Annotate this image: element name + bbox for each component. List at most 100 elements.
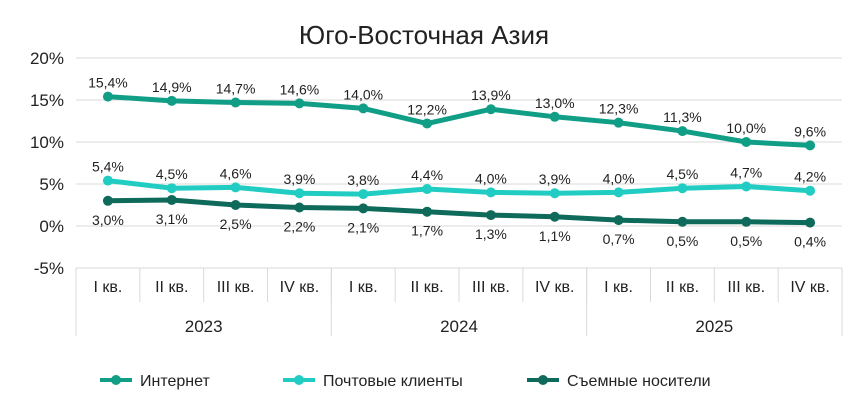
data-label: 3,9% [539,171,571,187]
data-point [677,216,688,227]
data-point [549,211,560,222]
data-point [166,95,177,106]
legend-item: Почтовые клиенты [283,373,463,390]
data-label: 2,1% [347,219,379,235]
data-point [613,215,624,226]
chart-title: Юго-Восточная Азия [299,20,549,50]
data-point [805,185,816,196]
data-label: 4,0% [603,170,635,186]
x-tick-label: II кв. [410,279,443,296]
data-label: 15,4% [88,75,128,91]
year-label: 2025 [695,317,733,336]
x-tick-label: III кв. [727,279,765,296]
data-point [485,104,496,115]
data-label: 10,0% [726,120,766,136]
data-label: 14,9% [152,79,192,95]
legend-item: Съемные носители [527,373,711,390]
data-point [613,117,624,128]
y-tick-label: 10% [30,133,64,152]
data-label: 14,7% [216,81,256,97]
data-point [741,137,752,147]
x-tick-label: I кв. [604,279,633,296]
data-label: 0,5% [730,233,762,249]
data-label: 0,7% [603,231,635,247]
data-label: 0,4% [794,234,826,250]
data-point [358,203,369,214]
data-label: 3,1% [156,211,188,227]
data-point [741,181,752,192]
data-label: 12,2% [407,102,447,118]
data-label: 2,5% [220,216,252,232]
y-axis: 20% 15% 10% 5% 0% -5% [30,49,64,278]
legend-label: Съемные носители [567,373,711,390]
data-point [549,111,560,122]
series: 15,4% 14,9% 14,7% 14,6% 14,0% 12,2% 13,9% 13,0%… [88,75,826,151]
x-axis: I кв. II кв. III кв. IV кв. I кв. II кв. III к… [75,268,843,336]
x-tick-label: I кв. [93,279,122,296]
data-point [422,118,433,129]
series: 3,0% 3,1% 2,5% 2,2% 2,1% 1,7% 1,3% 1,1% 0,7% 0,5%… [92,194,826,250]
series-line [105,197,813,226]
data-label: 4,2% [794,169,826,185]
data-point [102,91,113,102]
data-label: 4,4% [411,167,443,183]
data-label: 3,9% [283,171,315,187]
data-point [677,183,688,194]
legend-marker [294,375,304,385]
data-label: 3,8% [347,172,379,188]
data-point [549,188,560,199]
y-tick-label: 20% [30,49,64,68]
legend-marker [111,375,121,385]
data-point [805,217,816,228]
legend-label: Почтовые клиенты [323,373,463,390]
data-label: 12,3% [599,101,639,117]
x-tick-label: IV кв. [535,279,575,296]
data-label: 2,2% [283,219,315,235]
y-tick-label: -5% [34,259,64,278]
series-layer: 15,4% 14,9% 14,7% 14,6% 14,0% 12,2% 13,9% 13,0%… [88,75,826,250]
data-point [805,140,816,151]
data-label: 3,0% [92,212,124,228]
data-point [294,188,305,199]
x-tick-label: III кв. [472,279,510,296]
data-point [230,200,241,210]
series-line [105,94,813,148]
x-tick-label: II кв. [155,279,188,296]
data-label: 11,3% [663,109,702,125]
data-point [358,103,369,114]
data-point [294,202,305,213]
y-tick-label: 5% [39,175,64,194]
data-label: 4,0% [475,170,507,186]
data-point [230,182,241,193]
year-label: 2023 [185,317,223,336]
data-label: 1,7% [411,223,443,239]
data-label: 5,4% [92,159,124,175]
year-label: 2024 [440,317,478,336]
data-label: 13,0% [535,95,575,111]
data-label: 4,6% [220,165,252,181]
legend: Интернет Почтовые клиенты Съемные носители [100,373,711,390]
data-label: 4,5% [156,166,188,182]
data-point [485,187,496,198]
data-point [422,206,433,217]
data-point [294,98,305,109]
data-point [358,189,369,200]
data-label: 0,5% [666,233,698,249]
data-point [741,216,752,227]
series: 5,4% 4,5% 4,6% 3,9% 3,8% 4,4% 4,0% 3,9% 4,0% 4,5%… [92,159,826,200]
data-point [677,126,688,137]
data-label: 1,1% [539,228,571,244]
data-label: 14,6% [280,81,320,97]
x-tick-label: IV кв. [280,279,320,296]
legend-label: Интернет [140,373,210,390]
data-label: 1,3% [475,226,507,242]
data-point [166,194,177,205]
y-tick-label: 0% [39,217,64,236]
data-label: 4,5% [666,166,698,182]
data-point [102,175,113,186]
data-label: 9,6% [794,123,826,139]
data-point [613,187,624,198]
data-label: 13,9% [471,87,511,103]
